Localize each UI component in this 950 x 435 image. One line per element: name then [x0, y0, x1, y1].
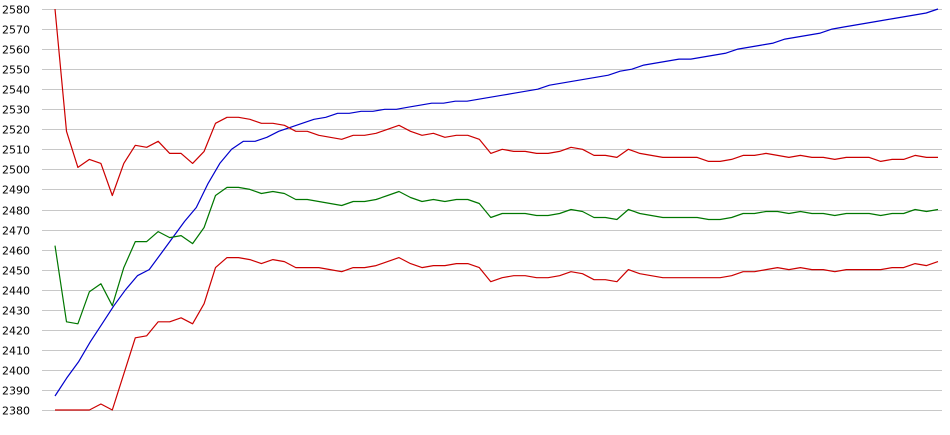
y-tick-label: 2400 — [2, 365, 30, 378]
y-tick-label: 2460 — [2, 245, 30, 258]
y-tick-label: 2480 — [2, 205, 30, 218]
y-tick-label: 2490 — [2, 184, 30, 197]
series-line-1 — [54, 8, 938, 197]
y-tick-label: 2450 — [2, 265, 30, 278]
data-series — [54, 8, 939, 411]
y-tick-label: 2510 — [2, 144, 30, 157]
y-tick-label: 2570 — [2, 24, 30, 37]
y-tick-label: 2580 — [2, 4, 30, 17]
series-line-0 — [54, 8, 939, 397]
series-line-3 — [55, 257, 939, 411]
y-tick-label: 2500 — [2, 164, 30, 177]
y-tick-label: 2410 — [2, 345, 30, 358]
y-tick-label: 2560 — [2, 44, 30, 57]
y-tick-label: 2520 — [2, 124, 30, 137]
y-tick-label: 2430 — [2, 305, 30, 318]
y-tick-label: 2540 — [2, 84, 30, 97]
y-tick-label: 2440 — [2, 285, 30, 298]
y-tick-label: 2380 — [2, 405, 30, 418]
y-tick-label: 2550 — [2, 64, 30, 77]
y-tick-label: 2470 — [2, 225, 30, 238]
y-tick-label: 2390 — [2, 385, 30, 398]
y-axis-tick-labels: 2380 2390 2400 2410 2420 2430 2440 2450 2460 2470… — [2, 4, 30, 418]
gridlines — [42, 9, 942, 411]
y-tick-label: 2530 — [2, 104, 30, 117]
y-tick-label: 2420 — [2, 325, 30, 338]
series-line-2 — [54, 186, 939, 325]
